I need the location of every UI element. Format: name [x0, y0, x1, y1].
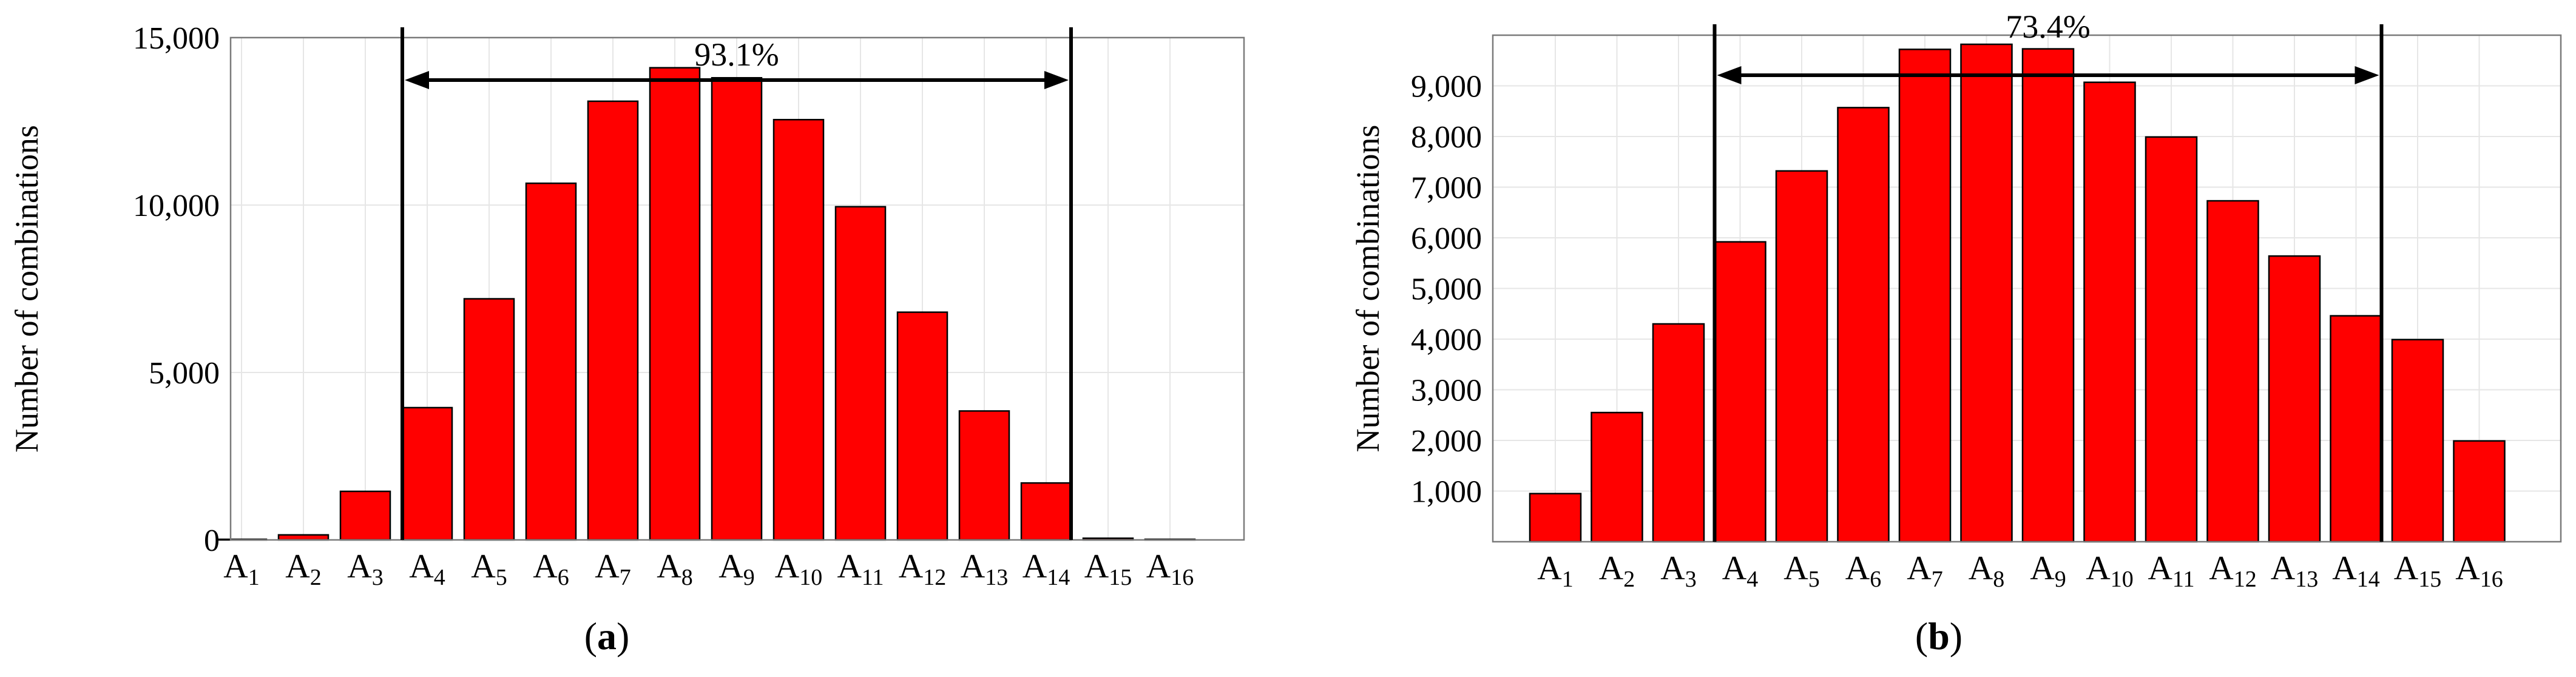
x-tick-label-a4: A4 [409, 548, 445, 590]
x-tick-label-a15: A15 [2394, 550, 2441, 592]
x-tick-label-a16: A16 [1146, 548, 1194, 590]
x-tick-label-a9: A9 [718, 548, 754, 590]
x-tick-label-a12: A12 [899, 548, 946, 590]
bar-a9 [711, 76, 763, 541]
y-axis-label: Number of combinations [1350, 125, 1386, 453]
bar-a15 [2391, 338, 2444, 543]
x-tick-label-a13: A13 [961, 548, 1008, 590]
bar-a8 [1960, 43, 2013, 543]
x-tick-label-a6: A6 [533, 548, 569, 590]
y-tick-label: 7,000 [1411, 171, 1482, 206]
y-tick-label: 6,000 [1411, 221, 1482, 256]
range-annotation: 93.1% [401, 27, 1073, 540]
y-tick-label: 10,000 [133, 189, 220, 223]
bar-a12 [896, 311, 948, 541]
x-tick-label-a10: A10 [775, 548, 822, 590]
x-tick-label-a11: A11 [837, 548, 884, 590]
y-tick-labels: 0 5,000 10,000 15,000 [133, 21, 220, 558]
bar-a1 [1529, 493, 1582, 543]
bar-a14 [1020, 482, 1072, 541]
bars [215, 67, 1196, 541]
bar-a2 [1591, 411, 1643, 543]
caption-b: (b) [1915, 615, 1962, 658]
bar-a11 [2145, 136, 2198, 543]
y-axis-label: Number of combinations [8, 125, 45, 453]
range-arrow-head-left [1717, 66, 1742, 84]
y-tick-label: 5,000 [1411, 272, 1482, 307]
x-tick-label-a12: A12 [2209, 550, 2256, 592]
x-tick-label-a7: A7 [1907, 550, 1942, 592]
bar-a12 [2206, 200, 2259, 543]
range-percentage-label: 73.4% [2006, 8, 2090, 45]
y-tick-label: 3,000 [1411, 374, 1482, 408]
x-tick-label-a9: A9 [2030, 550, 2066, 592]
bar-a16 [2453, 440, 2506, 543]
range-arrow-head-left [405, 71, 429, 89]
x-tick-label-a2: A2 [285, 548, 321, 590]
bar-a5 [463, 298, 515, 541]
bar-a9 [2021, 48, 2075, 543]
plot-frame [1492, 34, 2562, 543]
bar-a13 [2268, 255, 2321, 543]
bars [1529, 43, 2506, 543]
range-arrow-head-right [2355, 66, 2379, 84]
bar-a6 [525, 182, 577, 541]
y-tick-label: 1,000 [1411, 475, 1482, 510]
range-percentage-label: 93.1% [694, 36, 779, 73]
y-tick-label: 15,000 [133, 21, 220, 56]
x-tick-label-a8: A8 [657, 548, 692, 590]
plot-frame [229, 36, 1245, 541]
bar-a8 [649, 67, 701, 541]
x-tick-label-a16: A16 [2455, 550, 2503, 592]
x-tick-labels: A1 A2 A3 A4 A5 A6 A7 A8 A9 A10 A11 A12 A13 A14 A15 A16 [1537, 550, 2503, 592]
bar-a14 [2330, 315, 2382, 543]
x-tick-label-a7: A7 [595, 548, 630, 590]
chart-b: 1,000 2,000 3,000 4,000 5,000 6,000 7,000 8,000… [1350, 8, 2562, 658]
x-tick-label-a4: A4 [1722, 550, 1758, 592]
bar-a7 [587, 100, 639, 541]
range-arrow-head-right [1044, 71, 1069, 89]
bar-a10 [2083, 81, 2136, 543]
x-tick-labels: A1 A2 A3 A4 A5 A6 A7 A8 A9 A10 A11 A12 A13 A14 A15 A16 [223, 548, 1194, 590]
range-annotation: 73.4% [1712, 8, 2384, 542]
x-tick-label-a5: A5 [471, 548, 507, 590]
bar-a7 [1898, 49, 1952, 543]
bar-a3 [1652, 323, 1705, 543]
x-tick-label-a8: A8 [1969, 550, 2004, 592]
bar-a6 [1837, 107, 1890, 543]
y-tick-label: 4,000 [1411, 323, 1482, 357]
x-tick-label-a1: A1 [1537, 550, 1573, 592]
x-tick-label-a5: A5 [1783, 550, 1819, 592]
caption-a: (a) [584, 615, 630, 658]
bar-a4 [1714, 241, 1766, 543]
y-tick-labels: 1,000 2,000 3,000 4,000 5,000 6,000 7,000 8,000… [1411, 70, 1482, 510]
bar-a10 [772, 118, 825, 541]
x-tick-label-a13: A13 [2271, 550, 2318, 592]
y-tick-label: 2,000 [1411, 424, 1482, 459]
x-tick-label-a3: A3 [1660, 550, 1696, 592]
y-tick-label: 0 [204, 524, 220, 558]
bar-a5 [1775, 170, 1828, 543]
bar-a11 [834, 206, 887, 541]
x-tick-label-a14: A14 [1023, 548, 1070, 590]
x-tick-label-a11: A11 [2148, 550, 2194, 592]
x-tick-label-a3: A3 [347, 548, 383, 590]
x-tick-label-a14: A14 [2332, 550, 2379, 592]
x-tick-label-a1: A1 [223, 548, 259, 590]
bar-a4 [401, 406, 453, 541]
x-tick-label-a10: A10 [2086, 550, 2133, 592]
x-tick-label-a15: A15 [1084, 548, 1132, 590]
bar-a3 [339, 490, 391, 541]
bar-a13 [958, 410, 1010, 541]
x-tick-label-a2: A2 [1599, 550, 1635, 592]
y-tick-label: 9,000 [1411, 70, 1482, 104]
y-tick-label: 8,000 [1411, 120, 1482, 155]
x-tick-label-a6: A6 [1845, 550, 1881, 592]
y-tick-label: 5,000 [149, 356, 220, 391]
